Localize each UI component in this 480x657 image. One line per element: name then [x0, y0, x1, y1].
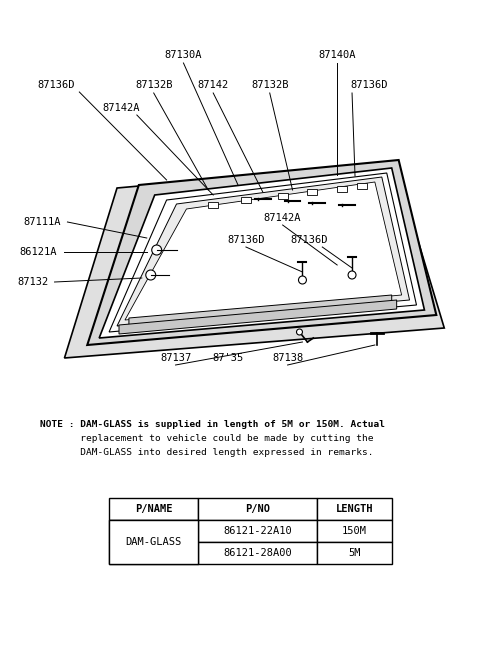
Text: 150M: 150M [342, 526, 367, 536]
Text: 87136D: 87136D [350, 80, 388, 90]
Polygon shape [119, 300, 396, 334]
Polygon shape [99, 168, 424, 338]
Bar [277, 193, 288, 199]
Text: 86121-28A00: 86121-28A00 [224, 548, 292, 558]
Text: 87'35: 87'35 [213, 353, 244, 363]
Circle shape [152, 245, 162, 255]
Polygon shape [87, 160, 436, 345]
Text: 87136D: 87136D [291, 235, 328, 245]
Polygon shape [129, 295, 392, 326]
Bar [109, 498, 198, 520]
Bar [109, 520, 198, 542]
Text: 87132B: 87132B [135, 80, 172, 90]
Circle shape [297, 329, 302, 335]
Text: replacement to vehicle could be made by cutting the: replacement to vehicle could be made by … [40, 434, 373, 443]
Text: 87132: 87132 [17, 277, 48, 287]
Circle shape [146, 270, 156, 280]
Text: P/NO: P/NO [245, 504, 270, 514]
Text: 86121-22A10: 86121-22A10 [224, 526, 292, 536]
Bar [317, 542, 392, 564]
Text: 87136D: 87136D [38, 80, 75, 90]
Text: 87140A: 87140A [318, 50, 356, 60]
Text: DAM-GLASS into desired length expressed in remarks.: DAM-GLASS into desired length expressed … [40, 448, 373, 457]
Bar [198, 520, 317, 542]
Text: 87142: 87142 [198, 80, 229, 90]
Text: P/NAME: P/NAME [135, 504, 172, 514]
Text: 87137: 87137 [160, 353, 191, 363]
Polygon shape [64, 163, 444, 358]
Text: NOTE : DAM-GLASS is supplied in length of 5M or 150M. Actual: NOTE : DAM-GLASS is supplied in length o… [40, 420, 384, 429]
Text: LENGTH: LENGTH [336, 504, 373, 514]
Text: 87142A: 87142A [102, 103, 140, 113]
Polygon shape [117, 177, 409, 326]
Text: 87138: 87138 [272, 353, 303, 363]
Text: 87136D: 87136D [227, 235, 264, 245]
Bar [109, 542, 198, 564]
Text: DAM-GLASS: DAM-GLASS [126, 537, 182, 547]
Bar [317, 520, 392, 542]
Circle shape [299, 276, 306, 284]
Text: 87142A: 87142A [264, 213, 301, 223]
Bar [317, 498, 392, 520]
Bar [109, 520, 198, 564]
Circle shape [348, 271, 356, 279]
Text: 5M: 5M [348, 548, 361, 558]
Bar [357, 183, 367, 189]
Text: 86121A: 86121A [19, 247, 57, 257]
Bar [198, 542, 317, 564]
Text: 87111A: 87111A [23, 217, 60, 227]
Bar [337, 186, 347, 192]
Text: 87132B: 87132B [251, 80, 288, 90]
Bar [208, 202, 218, 208]
Bar [307, 189, 317, 195]
Bar [198, 498, 317, 520]
Bar [241, 197, 251, 203]
Text: 87130A: 87130A [165, 50, 202, 60]
Polygon shape [125, 182, 402, 320]
